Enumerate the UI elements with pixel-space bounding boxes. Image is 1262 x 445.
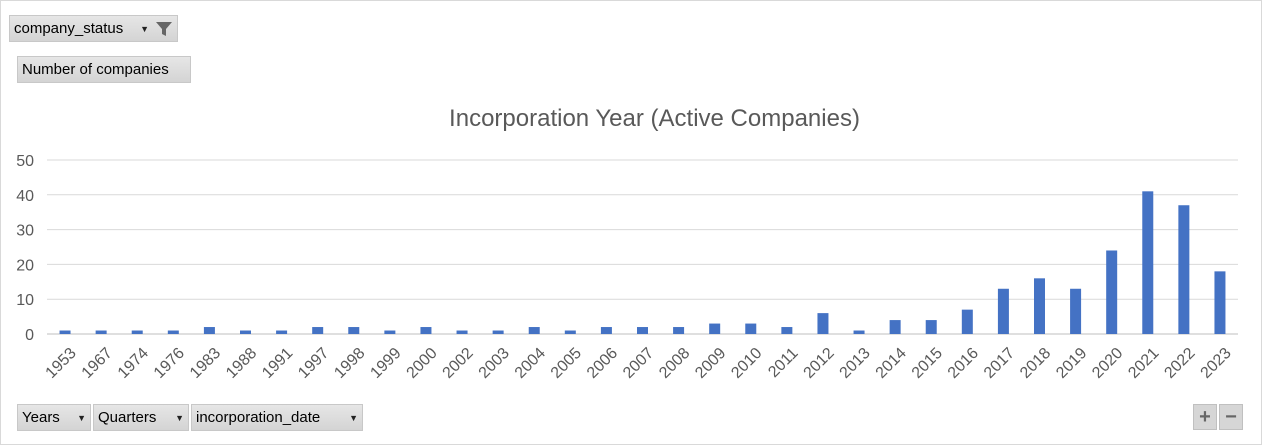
bar-2022[interactable]: [1178, 205, 1189, 334]
bar-2005[interactable]: [565, 331, 576, 334]
x-tick-label: 1998: [331, 345, 368, 382]
x-tick-label: 2016: [945, 345, 982, 382]
y-tick-label: 20: [16, 257, 34, 274]
dropdown-arrow-icon: ▼: [69, 413, 86, 423]
x-tick-label: 2011: [765, 345, 801, 381]
x-tick-label: 2002: [440, 345, 477, 382]
bar-2013[interactable]: [854, 331, 865, 334]
x-tick-label: 1976: [151, 345, 188, 382]
bars: [60, 191, 1226, 334]
x-tick-label: 2004: [512, 345, 549, 382]
bar-2006[interactable]: [601, 327, 612, 334]
bar-2004[interactable]: [529, 327, 540, 334]
x-axis-ticks: 1953196719741976198319881991199719981999…: [43, 345, 1235, 382]
bar-2019[interactable]: [1070, 289, 1081, 334]
x-tick-label: 2019: [1053, 345, 1090, 382]
y-tick-label: 10: [16, 292, 34, 309]
years-field-label: Years: [22, 409, 60, 426]
bar-2016[interactable]: [962, 310, 973, 334]
bar-1967[interactable]: [96, 331, 107, 334]
bar-2017[interactable]: [998, 289, 1009, 334]
years-axis-field-button[interactable]: Years ▼: [17, 404, 91, 431]
x-tick-label: 1988: [223, 345, 260, 382]
bar-2003[interactable]: [493, 331, 504, 334]
x-tick-label: 2000: [404, 345, 441, 382]
x-tick-label: 2022: [1161, 345, 1198, 382]
x-tick-label: 2006: [584, 345, 621, 382]
incorporation-date-axis-field-button[interactable]: incorporation_date ▼: [191, 404, 363, 431]
x-tick-label: 2013: [837, 345, 874, 382]
bar-2020[interactable]: [1106, 250, 1117, 334]
x-tick-label: 2018: [1017, 345, 1054, 382]
x-tick-label: 2007: [620, 345, 657, 382]
x-tick-label: 2009: [692, 345, 729, 382]
y-tick-label: 0: [25, 327, 34, 344]
bar-1999[interactable]: [384, 331, 395, 334]
bar-1988[interactable]: [240, 331, 251, 334]
bar-2010[interactable]: [745, 324, 756, 334]
bar-2002[interactable]: [457, 331, 468, 334]
x-tick-label: 2023: [1198, 345, 1235, 382]
collapse-field-button[interactable]: −: [1219, 404, 1243, 430]
x-tick-label: 1967: [79, 345, 116, 382]
x-tick-label: 1983: [187, 345, 224, 382]
x-tick-label: 2021: [1125, 345, 1162, 382]
dropdown-arrow-icon: ▼: [167, 413, 184, 423]
bar-2015[interactable]: [926, 320, 937, 334]
x-tick-label: 1991: [259, 345, 296, 382]
x-tick-label: 1997: [295, 345, 332, 382]
bar-1953[interactable]: [60, 331, 71, 334]
minus-icon: −: [1225, 406, 1237, 429]
bar-2023[interactable]: [1214, 271, 1225, 334]
y-tick-label: 50: [16, 153, 34, 170]
bar-2014[interactable]: [890, 320, 901, 334]
x-tick-label: 2005: [548, 345, 585, 382]
chart-title: Incorporation Year (Active Companies): [449, 105, 860, 132]
x-tick-label: 1974: [115, 345, 152, 382]
x-tick-label: 2017: [981, 345, 1018, 382]
bar-1997[interactable]: [312, 327, 323, 334]
x-tick-label: 2014: [873, 345, 910, 382]
bar-2000[interactable]: [420, 327, 431, 334]
bar-1974[interactable]: [132, 331, 143, 334]
bar-2009[interactable]: [709, 324, 720, 334]
x-tick-label: 1953: [43, 345, 80, 382]
x-tick-label: 2010: [728, 345, 765, 382]
y-axis-ticks: 0 10 20 30 40 50: [16, 153, 34, 344]
bar-1998[interactable]: [348, 327, 359, 334]
x-tick-label: 2008: [656, 345, 693, 382]
y-tick-label: 30: [16, 223, 34, 240]
bar-2018[interactable]: [1034, 278, 1045, 334]
quarters-axis-field-button[interactable]: Quarters ▼: [93, 404, 189, 431]
bar-1983[interactable]: [204, 327, 215, 334]
gridlines: [47, 160, 1238, 334]
plus-icon: +: [1199, 406, 1211, 429]
incorporation-date-field-label: incorporation_date: [196, 409, 320, 426]
x-tick-label: 2015: [909, 345, 946, 382]
bar-2011[interactable]: [781, 327, 792, 334]
expand-field-button[interactable]: +: [1193, 404, 1217, 430]
x-tick-label: 1999: [367, 345, 404, 382]
bar-2007[interactable]: [637, 327, 648, 334]
bar-1976[interactable]: [168, 331, 179, 334]
x-tick-label: 2012: [801, 345, 838, 382]
bar-2008[interactable]: [673, 327, 684, 334]
bar-1991[interactable]: [276, 331, 287, 334]
x-tick-label: 2020: [1089, 345, 1126, 382]
y-tick-label: 40: [16, 188, 34, 205]
bar-2021[interactable]: [1142, 191, 1153, 334]
quarters-field-label: Quarters: [98, 409, 156, 426]
x-tick-label: 2003: [476, 345, 513, 382]
dropdown-arrow-icon: ▼: [341, 413, 358, 423]
bar-2012[interactable]: [817, 313, 828, 334]
